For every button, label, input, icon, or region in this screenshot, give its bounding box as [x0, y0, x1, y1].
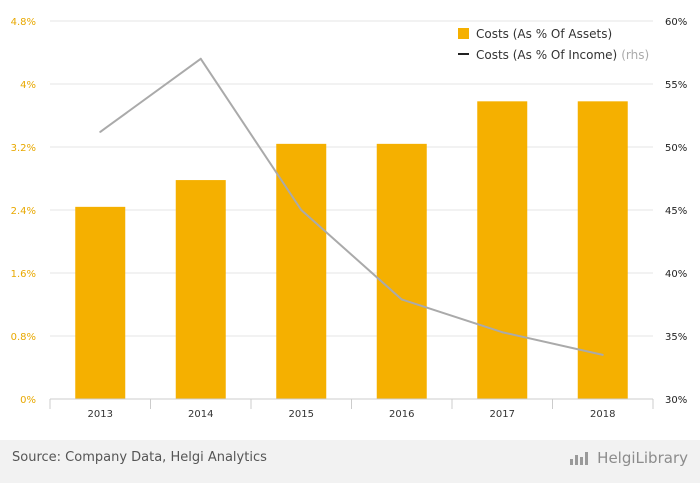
legend-swatch-bar: [458, 28, 469, 39]
left-tick-label: 2.4%: [11, 206, 36, 217]
bar-series: [75, 101, 628, 399]
line-point: [501, 331, 504, 334]
legend: Costs (As % Of Assets) Costs (As % Of In…: [458, 27, 649, 62]
source-text: Source: Company Data, Helgi Analytics: [12, 450, 267, 465]
left-tick-label: 4.8%: [11, 17, 36, 28]
right-tick-label: 55%: [665, 80, 687, 91]
bar: [577, 101, 628, 399]
footer: Source: Company Data, Helgi Analytics He…: [0, 440, 700, 483]
x-tick-label: 2014: [188, 409, 213, 420]
left-axis: 0% 0.8% 1.6% 2.4% 3.2% 4% 4.8%: [11, 17, 36, 406]
x-tick-label: 2016: [389, 409, 414, 420]
x-tick-label: 2017: [490, 409, 515, 420]
x-tick-label: 2015: [289, 409, 314, 420]
right-tick-label: 45%: [665, 206, 687, 217]
right-tick-label: 35%: [665, 332, 687, 343]
line-point: [601, 353, 604, 356]
chart: 0% 0.8% 1.6% 2.4% 3.2% 4% 4.8% 30% 35% 40% 45% 50%…: [11, 17, 688, 420]
brand-logo[interactable]: HelgiLibrary: [569, 449, 688, 467]
right-tick-label: 60%: [665, 17, 687, 28]
legend-label-line: Costs (As % Of Income): [476, 48, 617, 62]
x-axis: 2013 2014 2015 2016 2017 2018: [49, 398, 654, 420]
line-point: [99, 130, 102, 133]
right-tick-label: 30%: [665, 395, 687, 406]
left-tick-label: 3.2%: [11, 143, 36, 154]
x-tick-label: 2013: [88, 409, 113, 420]
left-tick-label: 0.8%: [11, 332, 36, 343]
legend-label-line-suffix: (rhs): [621, 48, 649, 62]
series-line: [99, 57, 603, 356]
x-tick-label: 2018: [590, 409, 615, 420]
grid-lines: [50, 20, 653, 337]
right-tick-label: 50%: [665, 143, 687, 154]
right-axis: 30% 35% 40% 45% 50% 55% 60%: [665, 17, 687, 406]
bar: [477, 101, 528, 399]
line-point: [400, 298, 403, 301]
line-point: [300, 209, 303, 211]
bar: [75, 206, 126, 399]
right-tick-label: 40%: [665, 269, 687, 280]
legend-swatch-line: [458, 53, 469, 55]
brand-name: HelgiLibrary: [597, 449, 688, 467]
left-tick-label: 0%: [20, 395, 36, 406]
bar-chart-icon: [570, 452, 589, 465]
legend-label-bar: Costs (As % Of Assets): [476, 27, 612, 41]
legend-label-line-group: Costs (As % Of Income) (rhs): [476, 48, 649, 62]
left-tick-label: 4%: [20, 80, 36, 91]
bar: [376, 143, 427, 399]
bar: [175, 180, 226, 399]
line-point: [199, 57, 202, 60]
left-tick-label: 1.6%: [11, 269, 36, 280]
line-series: [99, 57, 604, 356]
